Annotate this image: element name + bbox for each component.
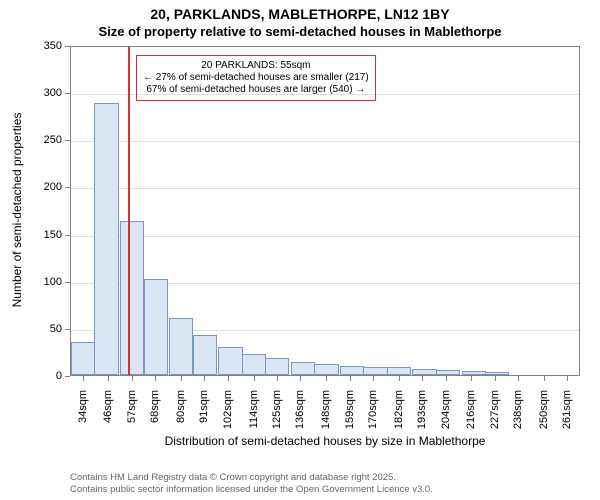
y-tick-mark — [65, 93, 70, 94]
x-tick-mark — [350, 376, 351, 381]
x-tick-mark — [544, 376, 545, 381]
x-tick-label: 193sqm — [416, 390, 428, 440]
x-tick-mark — [326, 376, 327, 381]
property-size-chart: 20, PARKLANDS, MABLETHORPE, LN12 1BY Siz… — [0, 0, 600, 500]
histogram-bar — [340, 366, 364, 375]
x-tick-label: 159sqm — [344, 390, 356, 440]
histogram-bar — [169, 318, 193, 375]
y-tick-label: 200 — [0, 181, 62, 193]
histogram-bar — [265, 358, 289, 375]
y-tick-label: 300 — [0, 87, 62, 99]
x-tick-label: 46sqm — [102, 390, 114, 440]
x-tick-mark — [471, 376, 472, 381]
annotation-property: 20 PARKLANDS: 55sqm — [143, 60, 369, 72]
x-tick-label: 34sqm — [77, 390, 89, 440]
histogram-bar — [387, 367, 411, 375]
attribution-text: Contains HM Land Registry data © Crown c… — [70, 472, 433, 497]
grid-line — [71, 141, 579, 142]
x-tick-mark — [277, 376, 278, 381]
y-tick-label: 50 — [0, 323, 62, 335]
y-tick-label: 150 — [0, 229, 62, 241]
x-tick-label: 91sqm — [198, 390, 210, 440]
x-tick-label: 148sqm — [320, 390, 332, 440]
chart-title-description: Size of property relative to semi-detach… — [0, 24, 600, 39]
y-tick-label: 0 — [0, 370, 62, 382]
plot-area: 20 PARKLANDS: 55sqm ← 27% of semi-detach… — [70, 46, 580, 376]
x-tick-mark — [446, 376, 447, 381]
chart-title-address: 20, PARKLANDS, MABLETHORPE, LN12 1BY — [0, 6, 600, 22]
histogram-bar — [436, 370, 460, 375]
x-tick-label: 227sqm — [489, 390, 501, 440]
y-tick-mark — [65, 187, 70, 188]
x-tick-label: 114sqm — [248, 390, 260, 440]
x-tick-mark — [83, 376, 84, 381]
histogram-bar — [462, 371, 486, 375]
y-axis-label: Number of semi-detached properties — [10, 60, 24, 360]
y-tick-mark — [65, 140, 70, 141]
x-tick-label: 182sqm — [393, 390, 405, 440]
x-tick-mark — [373, 376, 374, 381]
x-tick-mark — [300, 376, 301, 381]
histogram-bar — [314, 364, 338, 375]
x-tick-mark — [422, 376, 423, 381]
x-tick-label: 80sqm — [175, 390, 187, 440]
x-tick-mark — [204, 376, 205, 381]
histogram-bar — [120, 221, 144, 375]
histogram-bar — [363, 367, 387, 375]
y-tick-mark — [65, 282, 70, 283]
y-tick-mark — [65, 376, 70, 377]
x-tick-label: 125sqm — [271, 390, 283, 440]
annotation-larger: 67% of semi-detached houses are larger (… — [143, 84, 369, 96]
attribution-line1: Contains HM Land Registry data © Crown c… — [70, 472, 433, 484]
x-tick-mark — [108, 376, 109, 381]
attribution-line2: Contains public sector information licen… — [70, 484, 433, 496]
y-tick-label: 350 — [0, 40, 62, 52]
grid-line — [71, 188, 579, 189]
y-tick-label: 250 — [0, 134, 62, 146]
y-tick-mark — [65, 329, 70, 330]
y-tick-mark — [65, 46, 70, 47]
grid-line — [71, 236, 579, 237]
histogram-bar — [144, 279, 168, 375]
histogram-bar — [193, 335, 217, 375]
x-tick-label: 136sqm — [294, 390, 306, 440]
x-tick-label: 238sqm — [512, 390, 524, 440]
x-tick-label: 261sqm — [561, 390, 573, 440]
x-tick-label: 250sqm — [538, 390, 550, 440]
x-tick-mark — [228, 376, 229, 381]
y-tick-label: 100 — [0, 276, 62, 288]
y-tick-mark — [65, 235, 70, 236]
x-tick-mark — [181, 376, 182, 381]
histogram-bar — [242, 354, 266, 375]
x-tick-label: 102sqm — [222, 390, 234, 440]
x-tick-label: 216sqm — [465, 390, 477, 440]
histogram-bar — [218, 347, 242, 375]
x-tick-mark — [495, 376, 496, 381]
x-tick-label: 57sqm — [126, 390, 138, 440]
annotation-smaller: ← 27% of semi-detached houses are smalle… — [143, 72, 369, 84]
x-tick-mark — [254, 376, 255, 381]
histogram-bar — [291, 362, 315, 375]
histogram-bar — [94, 103, 118, 375]
x-tick-mark — [518, 376, 519, 381]
x-tick-mark — [399, 376, 400, 381]
histogram-bar — [412, 369, 436, 375]
x-tick-label: 170sqm — [367, 390, 379, 440]
x-tick-label: 204sqm — [440, 390, 452, 440]
x-tick-label: 68sqm — [149, 390, 161, 440]
reference-line — [128, 47, 130, 375]
x-tick-mark — [132, 376, 133, 381]
histogram-bar — [71, 342, 95, 375]
x-tick-mark — [155, 376, 156, 381]
x-tick-mark — [567, 376, 568, 381]
annotation-box: 20 PARKLANDS: 55sqm ← 27% of semi-detach… — [136, 55, 376, 101]
histogram-bar — [485, 372, 509, 375]
